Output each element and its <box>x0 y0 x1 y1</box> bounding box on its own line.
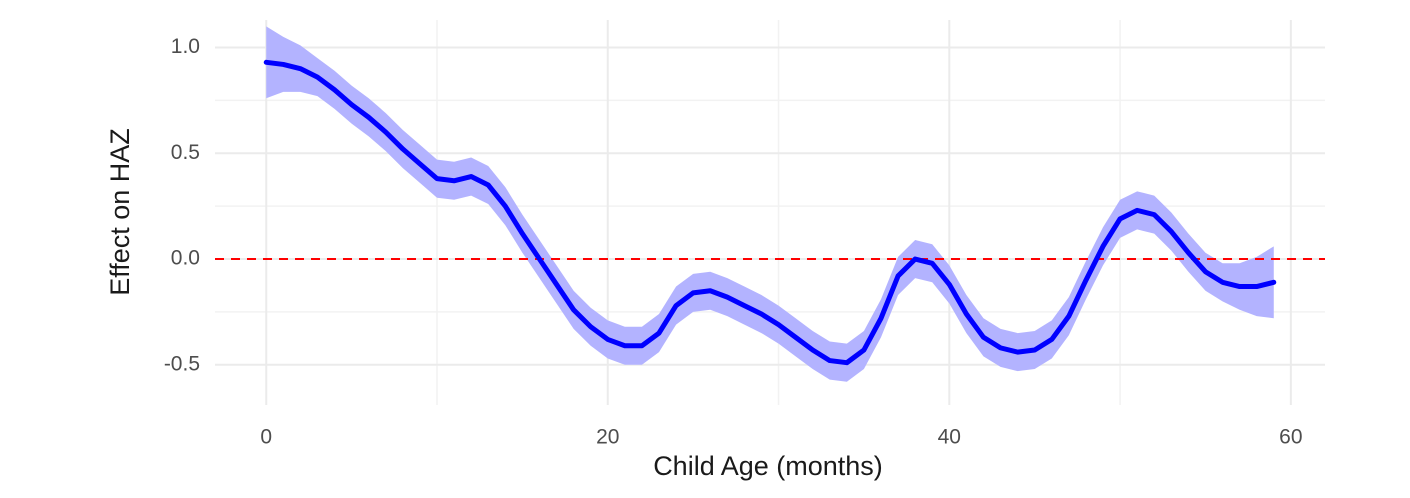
y-tick-label: 1.0 <box>171 35 200 58</box>
x-tick-label: 40 <box>938 426 961 449</box>
x-tick-label: 0 <box>260 426 272 449</box>
x-tick-label: 20 <box>596 426 619 449</box>
y-tick-label: 0.0 <box>171 247 200 270</box>
x-axis-title: Child Age (months) <box>653 451 883 481</box>
y-axis-title: Effect on HAZ <box>105 128 135 296</box>
confidence-band <box>266 26 1274 382</box>
y-tick-label: 0.5 <box>171 141 200 164</box>
line <box>263 59 1277 366</box>
x-tick-label: 60 <box>1279 426 1302 449</box>
y-tick-label: -0.5 <box>164 352 200 375</box>
